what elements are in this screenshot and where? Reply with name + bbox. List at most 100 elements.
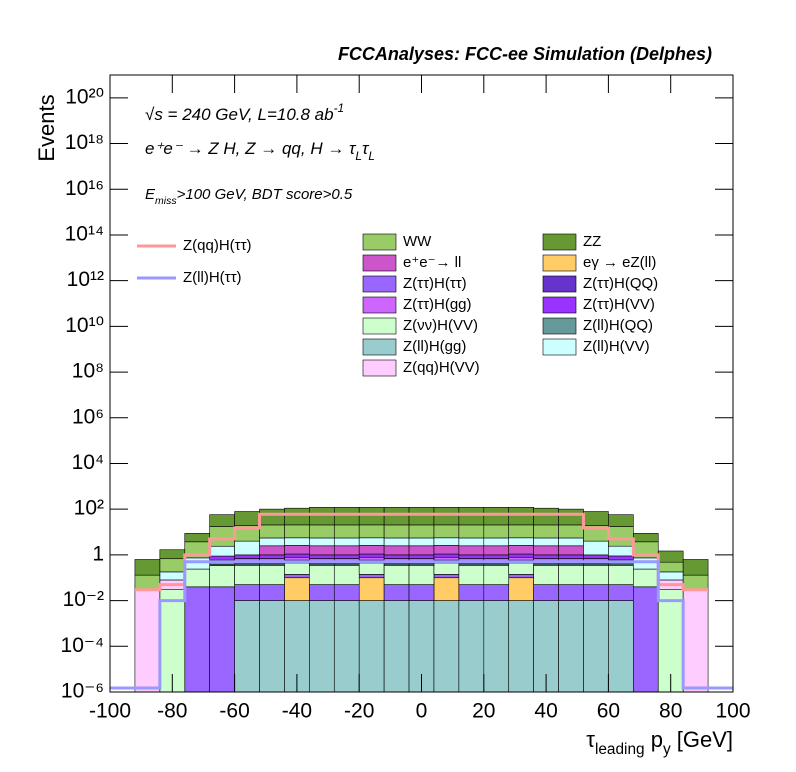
hist-bar	[558, 554, 584, 559]
hist-bar	[209, 545, 235, 557]
legend-label: Z(νν)H(VV)	[403, 317, 478, 334]
hist-bar	[633, 557, 659, 570]
hist-bar	[433, 577, 460, 601]
hist-bar	[259, 508, 285, 526]
hist-bar	[284, 545, 310, 555]
legend-label: Z(qq)H(ττ)	[183, 237, 252, 254]
hist-bar	[234, 511, 260, 526]
hist-bar	[533, 507, 559, 526]
legend-swatch	[542, 233, 577, 251]
hist-bar	[433, 600, 460, 693]
hist-bar	[508, 577, 534, 601]
chart-title: FCCAnalyses: FCC-ee Simulation (Delphes)	[338, 44, 712, 64]
hist-bar	[583, 554, 609, 559]
y-tick-label: 10⁻²	[63, 588, 104, 611]
hist-bar	[383, 537, 410, 547]
hist-bar	[508, 553, 534, 558]
hist-bar	[682, 574, 709, 590]
legend-swatch	[362, 317, 397, 335]
hist-bar	[209, 586, 235, 693]
hist-bar	[309, 507, 335, 526]
legend-swatch	[362, 254, 397, 272]
legend-swatch	[542, 338, 577, 356]
hist-bar	[209, 565, 235, 588]
hist-bar	[458, 584, 485, 601]
hist-bar	[234, 554, 260, 559]
hist-bar	[358, 537, 385, 546]
hist-bar	[284, 577, 310, 601]
hist-bar	[383, 565, 410, 585]
hist-bar	[309, 565, 335, 585]
hist-bar	[533, 584, 559, 601]
y-tick-label: 10⁸	[72, 360, 104, 383]
hist-bar	[558, 600, 584, 693]
x-tick-label: 60	[597, 700, 620, 723]
hist-bar	[284, 556, 310, 561]
hist-bar	[608, 514, 634, 527]
hist-bar	[483, 524, 510, 539]
annotation-part: -1	[334, 101, 345, 115]
legend-swatch	[362, 296, 397, 314]
x-tick-label: 0	[416, 700, 428, 723]
hist-bar	[333, 565, 360, 585]
hist-bar	[483, 565, 510, 585]
hist-bar	[433, 537, 460, 546]
hist-bar	[657, 571, 684, 581]
annotation-part: miss	[155, 195, 177, 207]
hist-bar	[284, 553, 310, 558]
hist-bar	[284, 537, 310, 546]
hist-bar	[309, 584, 335, 601]
hist-bar	[433, 524, 460, 539]
hist-bar	[383, 524, 410, 539]
hist-bar	[458, 524, 485, 539]
x-axis-label-part: [GeV]	[671, 727, 733, 752]
hist-bar	[608, 545, 634, 557]
x-tick-label: -80	[157, 700, 187, 723]
legend-swatch	[542, 254, 577, 272]
hist-bar	[408, 507, 435, 526]
hist-bar	[508, 524, 534, 539]
hist-bar	[433, 574, 460, 579]
hist-bar	[608, 565, 634, 585]
hist-bar	[333, 524, 360, 539]
hist-bar	[284, 574, 310, 579]
hist-bar	[408, 537, 435, 547]
hist-bar	[508, 600, 534, 693]
hist-bar	[383, 545, 410, 556]
hist-bar	[134, 574, 161, 590]
hist-bar	[433, 507, 460, 526]
hist-bar	[558, 537, 584, 547]
legend-label: Z(ττ)H(QQ)	[583, 275, 658, 292]
hist-bar	[234, 600, 260, 693]
x-axis-label-part: p	[645, 727, 663, 752]
hist-bar	[458, 507, 485, 526]
legend-label: Z(ll)H(ττ)	[183, 269, 242, 286]
hist-bar	[533, 565, 559, 585]
annotation-part: >100 GeV, BDT score>0.5	[177, 186, 353, 203]
hist-bar	[333, 554, 360, 559]
hist-bar	[259, 545, 285, 556]
hist-bar	[483, 554, 510, 559]
hist-bar	[508, 574, 534, 579]
hist-bar	[508, 562, 534, 575]
hist-bar	[682, 589, 709, 693]
annotation: Emiss>100 GeV, BDT score>0.5	[145, 186, 353, 207]
hist-bar	[533, 554, 559, 559]
legend-swatch	[362, 359, 397, 377]
legend-label: Z(ll)H(QQ)	[583, 317, 653, 334]
legend-swatch	[542, 296, 577, 314]
hist-bar	[533, 537, 559, 547]
y-tick-label: 10²⁰	[65, 85, 104, 108]
hist-bar	[358, 577, 385, 601]
legend-label: Z(ll)H(VV)	[583, 338, 650, 355]
hist-bar	[184, 568, 210, 588]
hist-bar	[608, 600, 634, 693]
legend-label: Z(ττ)H(gg)	[403, 296, 472, 313]
hist-bar	[433, 556, 460, 561]
hist-bar	[508, 545, 534, 555]
y-tick-label: 10⁻⁴	[61, 634, 104, 657]
hist-bar	[234, 584, 260, 601]
hist-bar	[358, 574, 385, 579]
hist-bar	[259, 600, 285, 693]
